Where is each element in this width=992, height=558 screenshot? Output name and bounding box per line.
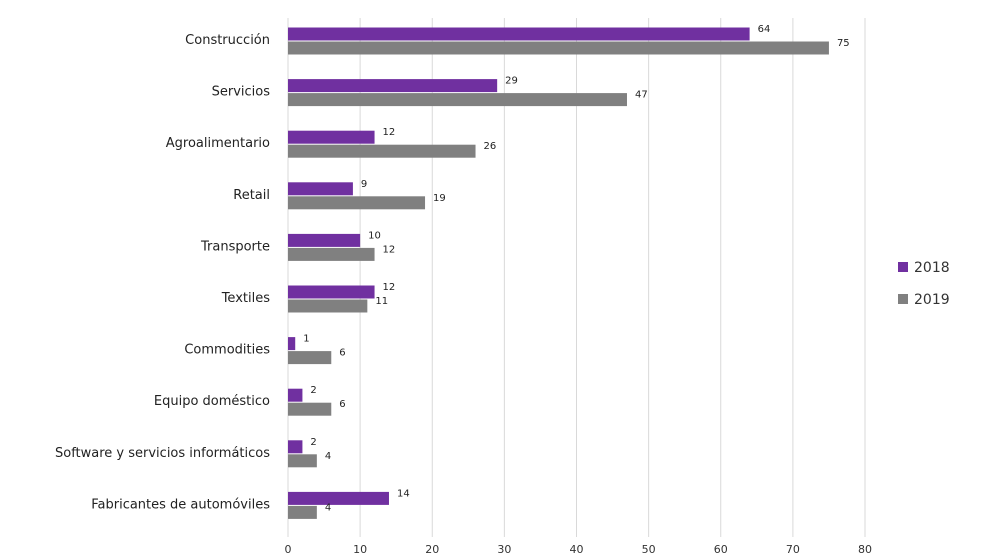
bar-2019 xyxy=(288,247,375,261)
data-label: 10 xyxy=(368,230,381,241)
x-tick-label: 0 xyxy=(285,543,292,556)
bars xyxy=(288,27,829,519)
x-tick-label: 20 xyxy=(425,543,439,556)
data-label: 26 xyxy=(484,141,497,152)
category-label: Software y servicios informáticos xyxy=(55,446,270,461)
data-label: 6 xyxy=(339,399,345,410)
category-label: Servicios xyxy=(212,85,271,100)
legend-swatch-2018 xyxy=(898,262,908,272)
data-label: 64 xyxy=(758,24,771,35)
legend: 2018 2019 xyxy=(898,260,950,308)
category-label: Construcción xyxy=(185,33,270,48)
bar-2018 xyxy=(288,182,353,196)
bar-2019 xyxy=(288,93,627,107)
data-label: 4 xyxy=(325,451,331,462)
bar-2018 xyxy=(288,440,303,454)
data-label: 12 xyxy=(383,282,396,293)
bar-2019 xyxy=(288,351,332,365)
data-label: 9 xyxy=(361,179,367,190)
category-label: Agroalimentario xyxy=(166,136,270,151)
x-tick-label: 40 xyxy=(570,543,584,556)
category-label: Commodities xyxy=(184,343,270,358)
category-label: Equipo doméstico xyxy=(154,394,270,409)
legend-label: 2019 xyxy=(914,292,950,308)
data-label: 2 xyxy=(310,437,316,448)
bar-2019 xyxy=(288,454,317,468)
bar-2019 xyxy=(288,505,317,519)
data-label: 11 xyxy=(375,296,388,307)
bar-2019 xyxy=(288,402,332,416)
category-label: Retail xyxy=(233,188,270,203)
bar-2019 xyxy=(288,41,829,55)
bar-2018 xyxy=(288,27,750,41)
category-label: Textiles xyxy=(221,291,271,306)
data-label: 12 xyxy=(383,127,396,138)
x-tick-label: 10 xyxy=(353,543,367,556)
category-label: Transporte xyxy=(200,239,270,254)
legend-swatch-2019 xyxy=(898,294,908,304)
bar-2019 xyxy=(288,299,368,313)
bar-2019 xyxy=(288,196,426,210)
bar-2018 xyxy=(288,79,498,93)
data-label: 19 xyxy=(433,193,446,204)
x-tick-label: 60 xyxy=(714,543,728,556)
bar-2018 xyxy=(288,337,296,351)
data-label: 1 xyxy=(303,334,309,345)
bar-2018 xyxy=(288,388,303,402)
category-label: Fabricantes de automóviles xyxy=(91,497,270,512)
x-tick-label: 70 xyxy=(786,543,800,556)
data-label: 14 xyxy=(397,488,410,499)
bar-2018 xyxy=(288,233,361,247)
bar-2019 xyxy=(288,144,476,158)
x-tick-label: 80 xyxy=(858,543,872,556)
data-label: 29 xyxy=(505,76,518,87)
data-label: 75 xyxy=(837,38,850,49)
bar-2018 xyxy=(288,285,375,299)
bar-2018 xyxy=(288,130,375,144)
data-label: 4 xyxy=(325,502,331,513)
data-label: 2 xyxy=(310,385,316,396)
legend-label: 2018 xyxy=(914,260,950,276)
data-label: 6 xyxy=(339,348,345,359)
data-label: 12 xyxy=(383,244,396,255)
data-label: 47 xyxy=(635,90,648,101)
bar-2018 xyxy=(288,491,389,505)
x-tick-label: 30 xyxy=(497,543,511,556)
labels: 0 10 20 30 40 50 60 70 80Construcción6475Servici… xyxy=(55,24,872,556)
x-tick-label: 50 xyxy=(642,543,656,556)
